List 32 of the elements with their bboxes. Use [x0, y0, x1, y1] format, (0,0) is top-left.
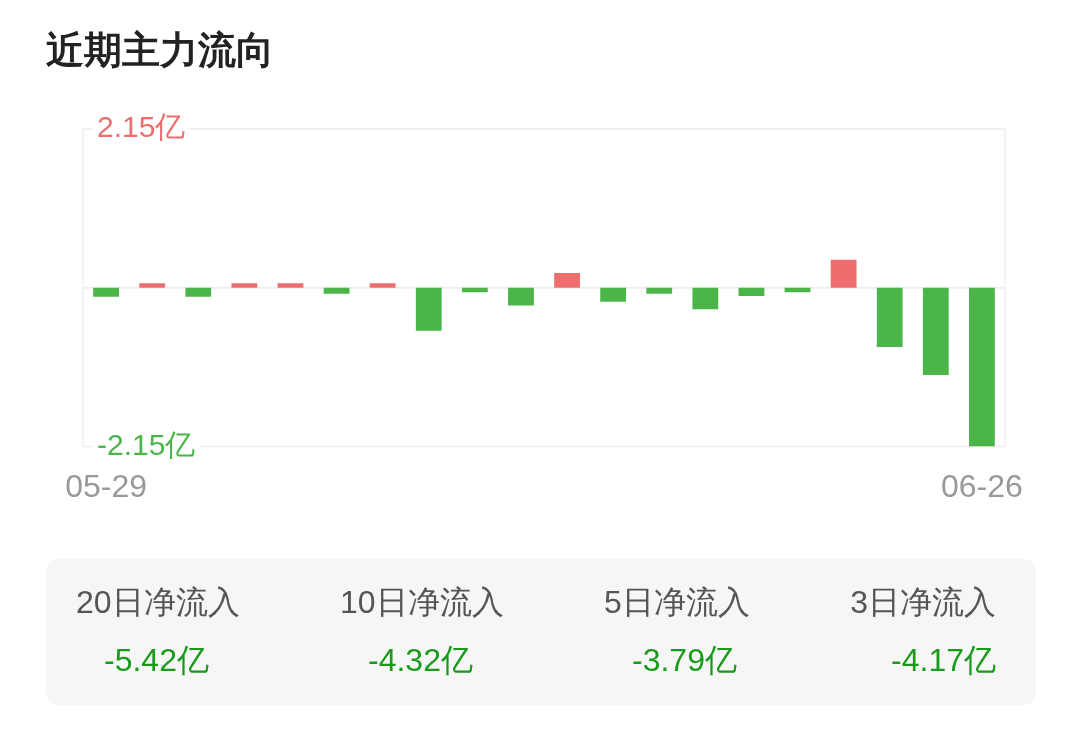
y-tick-label: 2.15亿	[97, 110, 186, 144]
bar	[922, 287, 949, 375]
bar	[738, 287, 765, 296]
text: 5日净流入	[604, 583, 750, 622]
bar	[277, 283, 304, 288]
text: -4.17亿	[890, 641, 996, 680]
chart-title: 近期主力流向	[46, 28, 275, 73]
text: 20日净流入	[76, 583, 240, 622]
bar	[231, 283, 258, 288]
x-tick-label: 05-29	[65, 467, 148, 504]
bar	[600, 287, 627, 302]
text: 10日净流入	[340, 583, 504, 622]
bar	[369, 283, 396, 288]
bar	[415, 287, 442, 331]
bar	[461, 287, 488, 293]
bar	[93, 287, 119, 297]
bar	[185, 287, 212, 297]
bar	[876, 287, 903, 347]
text: 3日净流入	[850, 583, 996, 622]
bar	[969, 287, 995, 447]
bar	[323, 287, 350, 294]
bar	[692, 287, 719, 310]
bar	[508, 287, 534, 306]
bar	[554, 273, 580, 288]
bar	[646, 287, 673, 294]
text: -3.79亿	[631, 641, 738, 680]
text: -4.32亿	[367, 641, 474, 680]
x-tick-label: 06-26	[940, 467, 1023, 504]
y-tick-label: -2.15亿	[97, 427, 196, 461]
text: -5.42亿	[103, 641, 210, 680]
bar	[139, 283, 166, 288]
bar	[830, 259, 857, 288]
